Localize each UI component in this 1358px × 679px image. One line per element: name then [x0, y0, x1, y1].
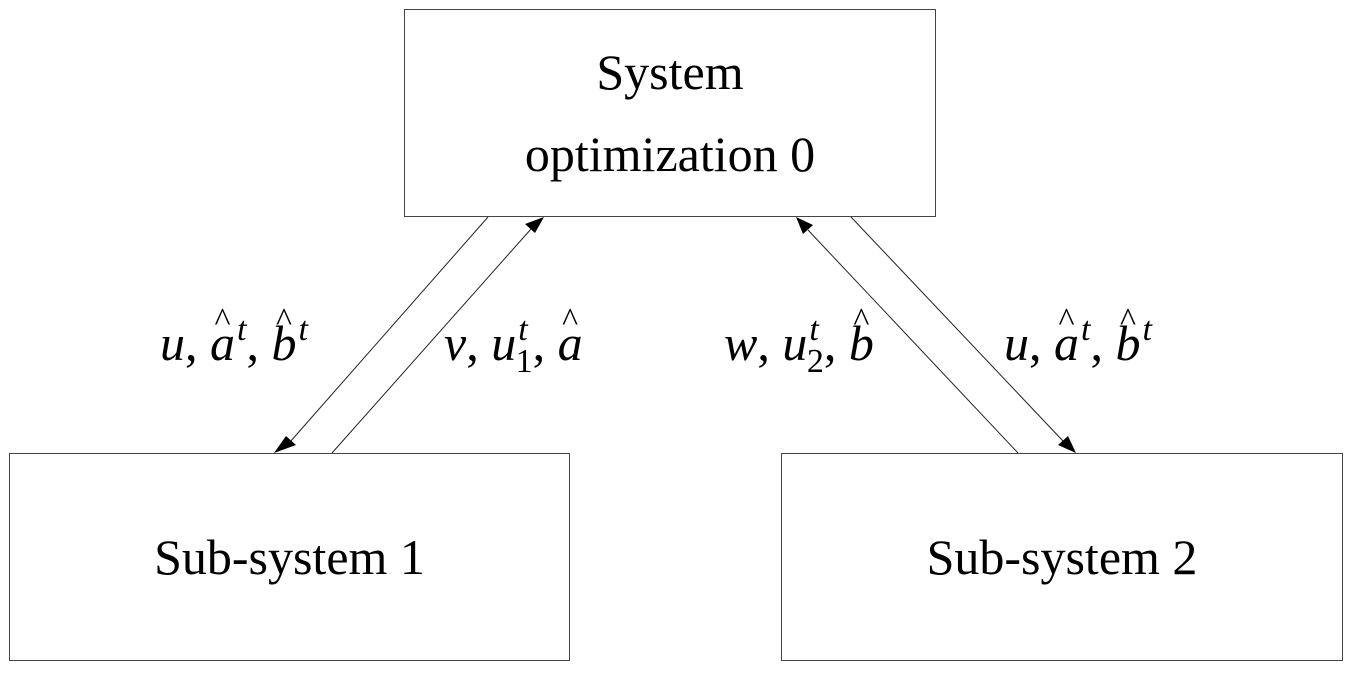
sup-t: t — [1081, 311, 1091, 348]
system-optimization-line1: System — [596, 44, 744, 100]
arrow-top-to-left — [289, 216, 489, 443]
system-optimization-line2: optimization 0 — [524, 126, 816, 182]
var-a-hat: a — [210, 318, 235, 368]
arrow-left-to-top — [331, 228, 532, 454]
sub-1: 1 — [515, 343, 533, 380]
var-w: w — [724, 315, 758, 371]
var-u: u — [160, 315, 185, 371]
var-b-hat: b — [271, 318, 296, 368]
sup-t: t — [809, 311, 819, 348]
edge-label-top-to-left: u, at, bt — [160, 313, 308, 371]
var-a-hat: a — [1054, 318, 1079, 368]
sup-t: t — [237, 311, 247, 348]
var-b-hat: b — [849, 318, 874, 368]
sub-2: 2 — [806, 343, 824, 380]
sub-system-1-box: Sub-system 1 — [9, 453, 570, 661]
var-u: u — [1004, 315, 1029, 371]
system-optimization-box: System optimization 0 — [404, 9, 936, 217]
sub-system-2-box: Sub-system 2 — [781, 453, 1343, 661]
var-a-hat: a — [558, 318, 583, 368]
var-u: u — [491, 315, 517, 371]
sub-system-1-label: Sub-system 1 — [154, 529, 425, 585]
edge-label-left-to-top: v, ut1, a — [444, 313, 583, 379]
arrowhead-left-to-top — [525, 217, 544, 233]
sup-t: t — [1142, 311, 1152, 348]
sub-system-2-label: Sub-system 2 — [926, 529, 1198, 585]
var-v: v — [444, 315, 467, 371]
arrow-right-to-top — [807, 229, 1019, 454]
sup-t: t — [298, 311, 308, 348]
arrowhead-right-to-top — [796, 217, 813, 234]
sup-t: t — [518, 311, 528, 348]
edge-label-top-to-right: u, at, bt — [1004, 313, 1152, 371]
arrowhead-top-to-left — [274, 436, 296, 453]
edge-label-right-to-top: w, ut2, b — [724, 313, 874, 379]
arrow-top-to-right — [850, 216, 1064, 442]
var-u: u — [782, 315, 808, 371]
var-b-hat: b — [1115, 318, 1140, 368]
arrowhead-top-to-right — [1058, 436, 1076, 453]
